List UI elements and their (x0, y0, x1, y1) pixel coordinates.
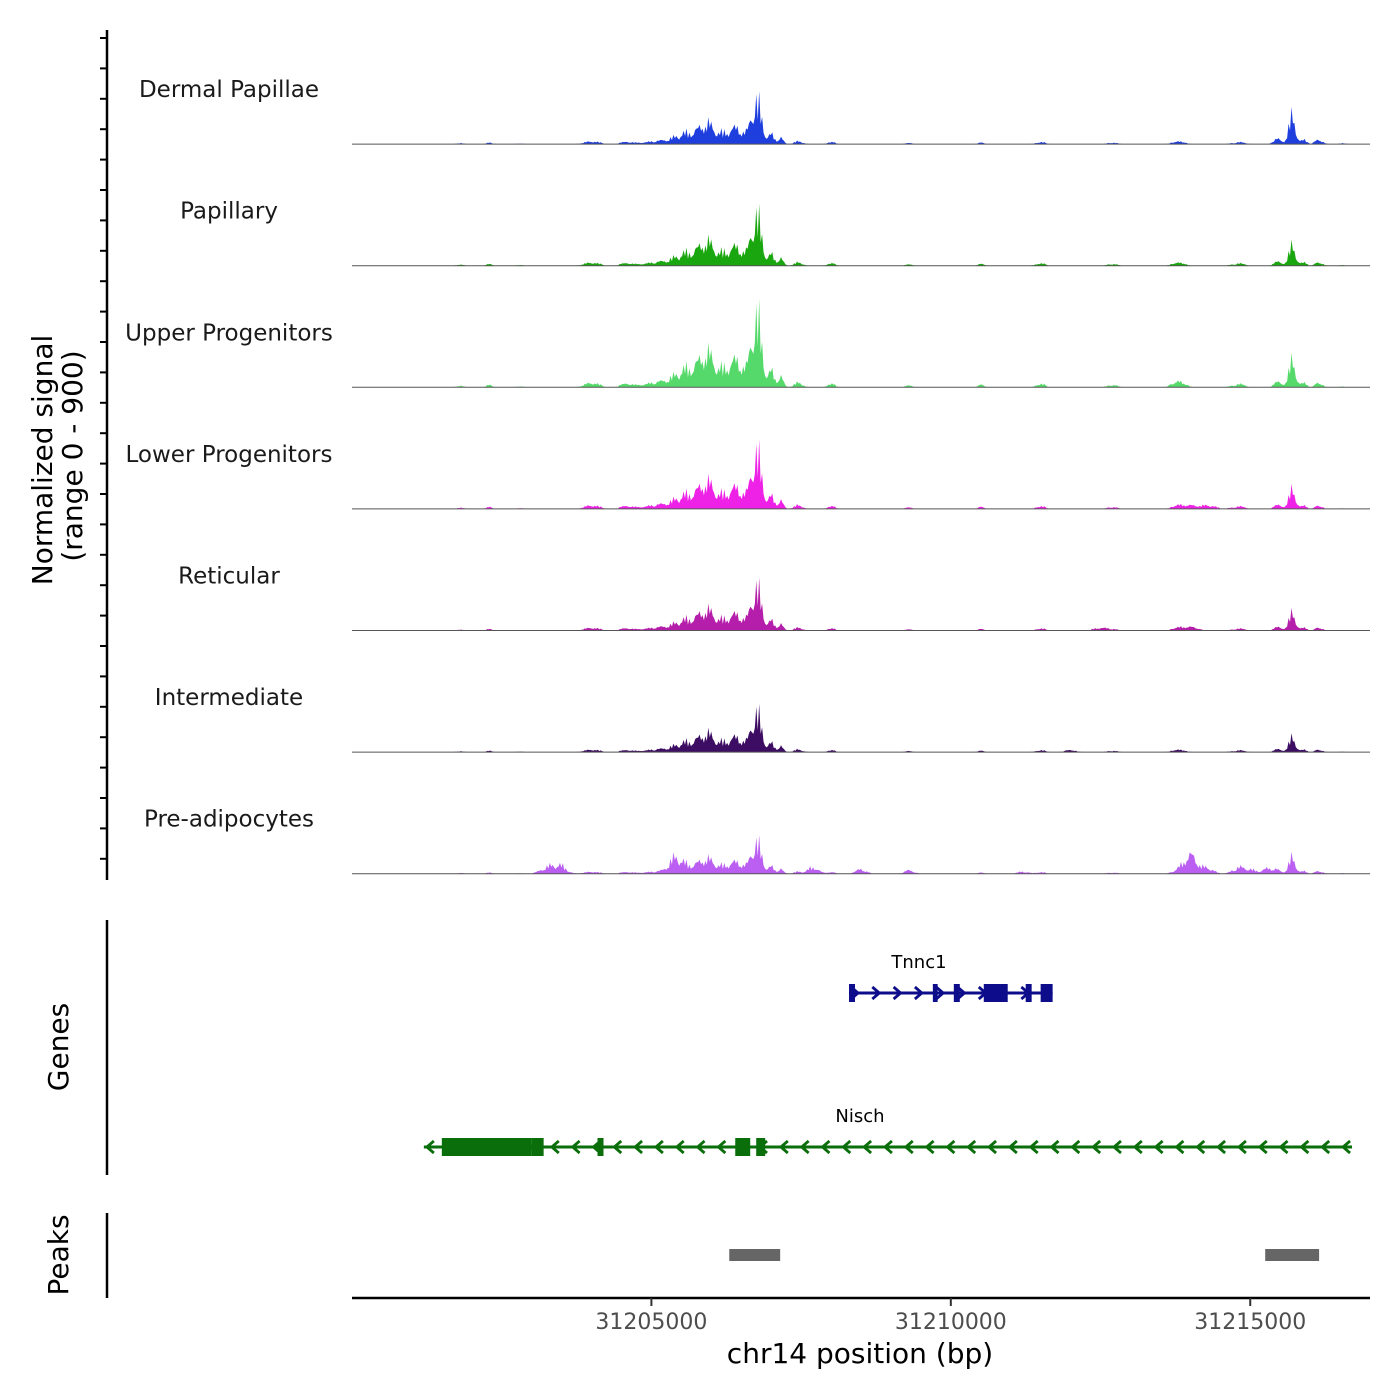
y-axis-range-label: (range 0 - 900) (56, 350, 89, 561)
strand-arrow (1091, 1139, 1102, 1155)
x-axis-ticks: 31205000 31210000 31215000 (595, 1298, 1306, 1335)
strand-arrow (820, 1139, 831, 1155)
strand-arrow (1340, 1139, 1351, 1155)
track-label: Intermediate (155, 685, 303, 711)
track-label: Pre-adipocytes (144, 807, 314, 833)
strand-arrow (1007, 1139, 1018, 1155)
gene-annotation-track: Tnnc1 Nisch (423, 952, 1353, 1156)
coverage-tracks: Dermal Papillae Papillary Upper Progenitor… (125, 77, 1370, 875)
strand-arrow (1320, 1139, 1331, 1155)
exon (441, 1138, 532, 1156)
strand-arrow (882, 1139, 893, 1155)
exon (756, 1138, 766, 1156)
strand-arrow (424, 1139, 435, 1155)
strand-arrow (1132, 1139, 1143, 1155)
exon (597, 1138, 604, 1156)
coverage-area (352, 439, 1370, 509)
y-axis-title: Normalized signal (26, 335, 59, 586)
strand-arrow (1299, 1139, 1310, 1155)
strand-arrow (1174, 1139, 1185, 1155)
strand-arrow (966, 1139, 977, 1155)
exon (1040, 984, 1053, 1002)
strand-arrow (945, 1139, 956, 1155)
strand-arrow (1153, 1139, 1164, 1155)
coverage-area (352, 703, 1370, 753)
x-tick-label: 31210000 (895, 1310, 1007, 1335)
strand-arrow (778, 1139, 789, 1155)
coverage-area (352, 835, 1370, 874)
strand-arrow (799, 1139, 810, 1155)
coverage-area (352, 298, 1370, 388)
track-label: Upper Progenitors (125, 320, 333, 346)
strand-arrow (716, 1139, 727, 1155)
track-label: Papillary (180, 199, 278, 225)
track-label: Dermal Papillae (139, 77, 319, 103)
strand-arrow (1215, 1139, 1227, 1155)
strand-arrow (1236, 1139, 1247, 1155)
peak-region (1265, 1249, 1320, 1261)
exon (932, 984, 938, 1002)
exon (1025, 984, 1032, 1002)
strand-arrow (549, 1139, 560, 1155)
peak-region (729, 1249, 781, 1261)
exon (849, 984, 856, 1002)
strand-arrow (653, 1139, 664, 1155)
track-label: Reticular (178, 564, 280, 590)
strand-arrow (632, 1139, 643, 1155)
strand-arrow (913, 985, 925, 1001)
genes-track-label: Genes (42, 1003, 75, 1091)
exon (531, 1138, 544, 1156)
strand-arrow (841, 1139, 852, 1155)
peaks-track (729, 1249, 1320, 1261)
coverage-area (352, 204, 1370, 266)
gene-label: Nisch (835, 1106, 884, 1127)
strand-arrow (892, 985, 903, 1001)
strand-arrow (1070, 1139, 1081, 1155)
strand-arrow (986, 1139, 997, 1155)
coverage-y-axis (100, 30, 109, 880)
strand-arrow (570, 1139, 581, 1155)
peaks-track-label: Peaks (42, 1214, 75, 1295)
strand-arrow (1049, 1139, 1060, 1155)
track-label: Lower Progenitors (126, 442, 333, 468)
strand-arrow (1111, 1139, 1122, 1155)
strand-arrow (903, 1139, 914, 1155)
strand-arrow (1257, 1139, 1268, 1155)
strand-arrow (1028, 1139, 1039, 1155)
strand-arrow (924, 1139, 935, 1155)
strand-arrow (935, 985, 946, 1001)
coverage-area (352, 577, 1370, 631)
gene-label: Tnnc1 (890, 952, 946, 973)
x-tick-label: 31215000 (1194, 1310, 1306, 1335)
strand-arrow (695, 1139, 706, 1155)
strand-arrow (612, 1139, 623, 1155)
strand-arrow (674, 1139, 685, 1155)
strand-arrow (1195, 1139, 1206, 1155)
strand-arrow (871, 985, 882, 1001)
x-tick-label: 31205000 (595, 1310, 707, 1335)
x-axis-title: chr14 position (bp) (727, 1337, 993, 1370)
strand-arrow (861, 1139, 873, 1155)
coverage-area (352, 91, 1370, 145)
exon (735, 1138, 751, 1156)
exon (953, 984, 960, 1002)
strand-arrow (1278, 1139, 1289, 1155)
exon (983, 984, 1008, 1002)
